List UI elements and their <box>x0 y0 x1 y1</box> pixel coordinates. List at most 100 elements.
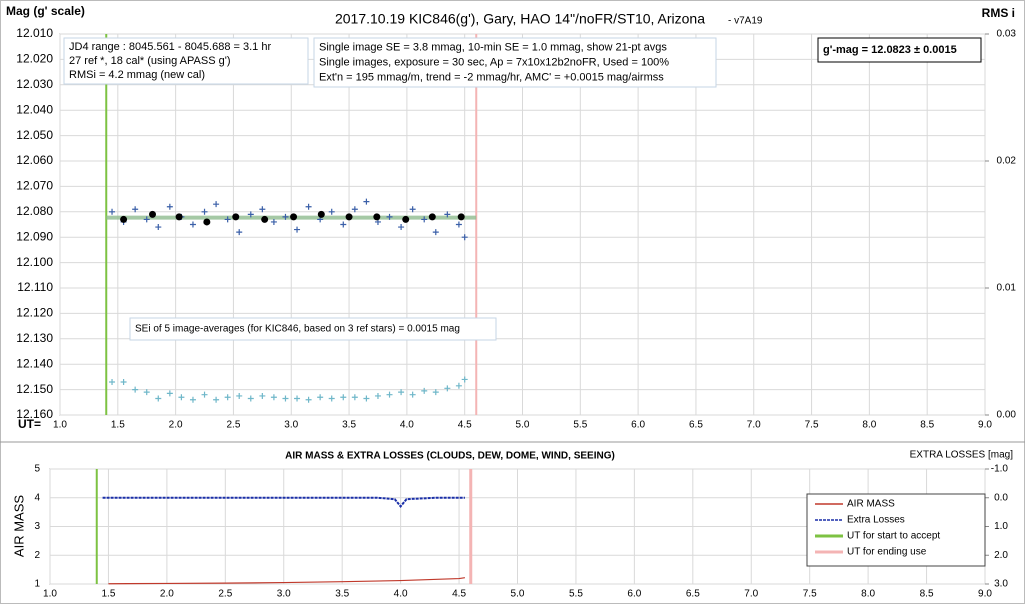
data-point <box>409 391 416 398</box>
data-point <box>363 198 370 205</box>
data-point <box>189 396 196 403</box>
annotation-text: RMSi = 4.2 mmag (new cal) <box>69 69 205 81</box>
y-tick-label: 2 <box>34 550 40 561</box>
data-point <box>178 394 185 401</box>
data-point <box>109 378 116 385</box>
y-tick-label: 12.070 <box>16 179 53 193</box>
series-line <box>108 577 465 585</box>
x-tick-label: 8.0 <box>862 420 876 431</box>
data-point <box>259 392 266 399</box>
average-point <box>457 213 465 221</box>
x-tick-label: 7.0 <box>744 589 758 600</box>
x-tick-label: 9.0 <box>978 589 992 600</box>
x-tick-label: 1.5 <box>101 589 115 600</box>
y2-tick-label: 1.0 <box>994 521 1008 532</box>
y-tick-label: 12.030 <box>16 77 53 91</box>
chart-subtitle: - v7A19 <box>728 16 763 27</box>
y2-tick-label: 0.03 <box>997 29 1017 40</box>
x-tick-label: 3.5 <box>342 420 356 431</box>
data-point <box>270 394 277 401</box>
data-point <box>398 389 405 396</box>
data-point <box>132 206 139 213</box>
annotation-box <box>817 37 982 63</box>
y-tick-label: 12.080 <box>16 204 53 218</box>
chart-title: AIR MASS & EXTRA LOSSES (CLOUDS, DEW, DO… <box>285 451 615 462</box>
average-point <box>120 215 128 223</box>
y-tick-label: 12.150 <box>16 382 53 396</box>
data-point <box>132 386 139 393</box>
average-point <box>373 213 381 221</box>
average-point <box>428 213 436 221</box>
x-tick-label: 3.0 <box>277 589 291 600</box>
y-tick-label: 12.120 <box>16 306 53 320</box>
x-tick-label: 2.5 <box>218 589 232 600</box>
data-point <box>224 216 231 223</box>
y-tick-label: 12.130 <box>16 331 53 345</box>
y-axis-label: AIR MASS <box>11 495 26 557</box>
y2-tick-label: 3.0 <box>994 579 1008 590</box>
y2-tick-label: 0.02 <box>997 156 1017 167</box>
average-point <box>345 213 353 221</box>
x-tick-label: 4.5 <box>458 420 472 431</box>
annotation-box <box>63 37 309 85</box>
data-point <box>155 224 162 231</box>
legend-box <box>806 493 986 567</box>
data-point <box>247 395 254 402</box>
y-axis-label: Mag (g' scale) <box>6 4 85 18</box>
data-point <box>386 391 393 398</box>
x-tick-label: 6.5 <box>689 420 703 431</box>
y-tick-label: 12.060 <box>16 153 53 167</box>
y2-tick-label: 0.0 <box>994 492 1008 503</box>
x-tick-label: 3.0 <box>284 420 298 431</box>
data-point <box>444 385 451 392</box>
data-point <box>294 395 301 402</box>
data-point <box>455 382 462 389</box>
x-tick-label: 2.0 <box>160 589 174 600</box>
y-tick-label: 3 <box>34 521 40 532</box>
annotation-text: Single images, exposure = 30 sec, Ap = 7… <box>319 56 669 68</box>
annotation-text: Ext'n = 195 mmag/m, trend = -2 mmag/hr, … <box>319 71 664 83</box>
x-tick-label: 7.5 <box>805 420 819 431</box>
y-tick-label: 1 <box>34 579 40 590</box>
data-point <box>328 395 335 402</box>
data-point <box>247 211 254 218</box>
y-tick-label: 12.140 <box>16 356 53 370</box>
x-tick-label: 6.5 <box>686 589 700 600</box>
data-point <box>351 394 358 401</box>
x-tick-label: 1.5 <box>111 420 125 431</box>
x-tick-label: 4.5 <box>452 589 466 600</box>
x-tick-label: 1.0 <box>43 589 57 600</box>
data-point <box>432 389 439 396</box>
y2-tick-label: 0.00 <box>997 410 1017 421</box>
data-point <box>328 208 335 215</box>
average-point <box>261 215 269 223</box>
y-tick-label: 12.100 <box>16 255 53 269</box>
data-point <box>386 213 393 220</box>
annotation-text: 27 ref *, 18 cal* (using APASS g') <box>69 55 230 67</box>
data-point <box>317 394 324 401</box>
annotation-text: JD4 range : 8045.561 - 8045.688 = 3.1 hr <box>69 41 271 53</box>
y-tick-label: 12.040 <box>16 102 53 116</box>
data-point <box>201 391 208 398</box>
y-tick-label: 12.010 <box>16 26 53 40</box>
data-point <box>189 221 196 228</box>
data-point <box>351 206 358 213</box>
legend-label: UT for start to accept <box>847 531 940 542</box>
annotation-box <box>129 317 497 341</box>
x-tick-label: 1.0 <box>53 420 67 431</box>
x-tick-label: 7.0 <box>747 420 761 431</box>
data-point <box>236 229 243 236</box>
x-tick-label: 8.5 <box>920 420 934 431</box>
y2-axis-label: RMS i <box>982 6 1015 20</box>
data-point <box>236 392 243 399</box>
y2-tick-label: 0.01 <box>997 283 1017 294</box>
data-point <box>432 229 439 236</box>
average-point <box>232 213 240 221</box>
average-point <box>317 210 325 218</box>
x-tick-label: 2.0 <box>169 420 183 431</box>
average-point <box>203 218 211 226</box>
legend-label: AIR MASS <box>847 499 895 510</box>
data-point <box>224 394 231 401</box>
